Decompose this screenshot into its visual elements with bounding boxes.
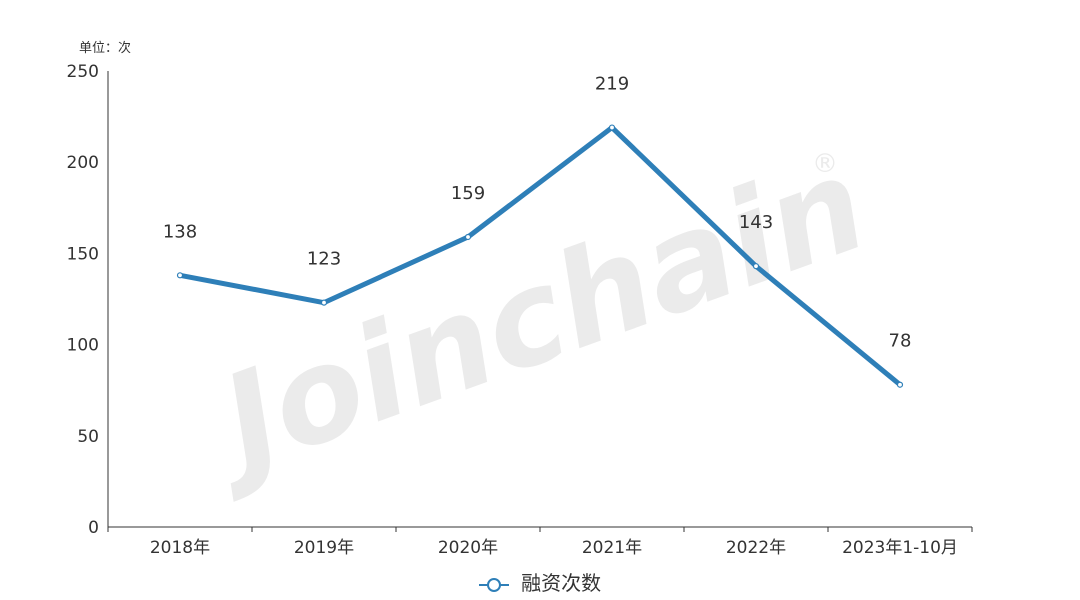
x-tick-label: 2019年 (294, 538, 354, 558)
x-tick-label: 2020年 (438, 538, 498, 558)
data-point (752, 263, 760, 270)
x-tick-label: 2021年 (582, 538, 642, 558)
data-label: 78 (889, 331, 912, 352)
watermark-registered-mark: ® (812, 149, 838, 179)
series-line (177, 125, 903, 388)
x-tick-label: 2022年 (726, 538, 786, 558)
y-tick-label: 150 (67, 244, 99, 264)
data-point (896, 381, 904, 388)
legend-line-marker-icon (478, 577, 509, 593)
y-tick-label: 250 (67, 62, 99, 82)
y-tick-label: 100 (67, 336, 99, 356)
data-label: 123 (307, 249, 341, 270)
x-tick-label: 2018年 (150, 538, 210, 558)
data-label: 219 (595, 74, 629, 95)
data-label: 143 (739, 212, 773, 233)
axes: 0 50 100 150 200 250 2018年 2019年 2020年 2021年 2022年… (67, 62, 973, 558)
y-tick-label: 0 (88, 518, 99, 538)
data-point (464, 233, 472, 241)
data-labels: 138 123 159 219 143 78 (163, 74, 912, 352)
y-tick-label: 200 (67, 153, 99, 173)
y-tick-label: 50 (77, 427, 99, 447)
data-label: 159 (451, 183, 485, 204)
data-point (176, 272, 184, 279)
y-axis-unit-label: 单位：次 (79, 41, 132, 56)
data-label: 138 (163, 221, 197, 242)
x-tick-label: 2023年1-10月 (842, 538, 958, 558)
data-point (320, 299, 328, 306)
data-point (608, 124, 616, 131)
series-layer (176, 124, 904, 388)
legend-series-name: 融资次数 (521, 571, 602, 595)
legend[interactable]: 融资次数 (0, 567, 1080, 596)
